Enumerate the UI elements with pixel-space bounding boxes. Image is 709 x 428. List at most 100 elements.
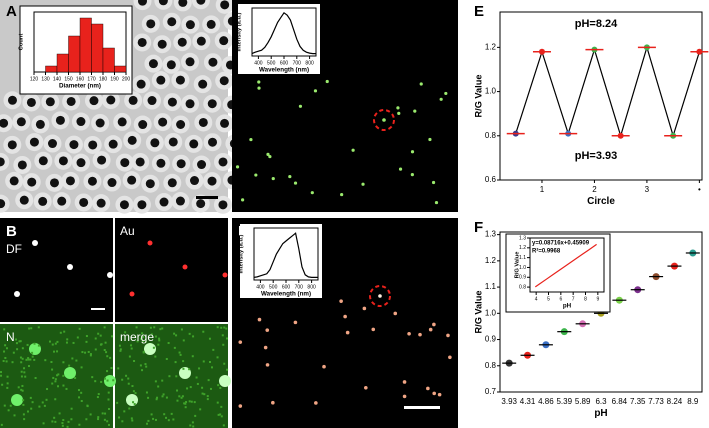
noise <box>226 368 229 371</box>
tem-core <box>97 155 107 165</box>
tem-core <box>138 120 148 130</box>
noise <box>78 327 81 330</box>
x-tick-label: 140 <box>53 76 62 82</box>
channel-label: N <box>6 330 15 344</box>
line <box>253 232 318 278</box>
noise <box>203 393 206 396</box>
noise <box>33 342 36 345</box>
noise <box>182 360 185 363</box>
noise <box>109 356 112 359</box>
noise <box>106 420 109 423</box>
red-dot <box>364 385 368 390</box>
noise <box>24 375 27 378</box>
noise <box>145 391 148 394</box>
panel-label: B <box>6 223 17 240</box>
noise <box>57 373 60 376</box>
noise <box>167 419 170 422</box>
annotation: pH=8.24 <box>575 18 618 30</box>
red-dot <box>362 306 367 311</box>
noise <box>158 339 161 342</box>
noise <box>150 413 153 416</box>
noise <box>189 386 192 389</box>
noise <box>209 387 212 390</box>
x-tick-label: 7.73 <box>648 397 664 406</box>
tem-core <box>106 95 116 105</box>
tem-core <box>107 178 117 188</box>
n-dot <box>64 367 76 379</box>
noise <box>103 326 106 329</box>
noise <box>31 355 34 358</box>
noise <box>212 348 215 351</box>
tem-core <box>206 19 216 29</box>
noise <box>3 328 6 331</box>
noise <box>106 379 109 382</box>
tem-core <box>175 75 185 85</box>
noise <box>176 399 179 402</box>
tem-core <box>167 17 177 27</box>
noise <box>222 343 225 346</box>
noise <box>20 388 23 391</box>
noise <box>22 413 25 416</box>
noise <box>84 351 87 354</box>
noise <box>9 404 12 407</box>
green-dot <box>410 173 414 177</box>
x-tick-label: 2 <box>592 185 597 194</box>
tem-core <box>137 200 147 210</box>
tem-core <box>89 96 99 106</box>
highlight-circle <box>373 109 395 131</box>
bar <box>45 65 58 73</box>
noise <box>172 418 175 421</box>
noise <box>223 326 226 329</box>
tem-core <box>156 158 166 168</box>
x-tick-label: 3.93 <box>501 397 517 406</box>
noise <box>219 413 222 416</box>
df-image <box>0 218 113 322</box>
noise <box>141 369 144 372</box>
tem-core <box>108 139 118 149</box>
noise <box>104 412 107 415</box>
green-dot <box>419 82 423 86</box>
green-dot <box>351 148 355 152</box>
tem-core <box>150 138 160 148</box>
x-tick-label: 6.3 <box>595 397 607 406</box>
noise <box>131 385 134 388</box>
noise <box>136 340 139 343</box>
scale-bar <box>404 406 440 409</box>
noise <box>38 405 41 408</box>
noise <box>20 361 23 364</box>
x-tick-label: 600 <box>280 60 289 66</box>
noise <box>99 334 102 337</box>
noise <box>67 420 70 423</box>
x-tick-label: 5.39 <box>556 397 572 406</box>
x-axis-label: Circle <box>587 196 615 207</box>
tem-core <box>7 95 17 105</box>
y-axis-label: Count <box>19 34 25 51</box>
tem-core <box>7 140 17 150</box>
red-dot <box>293 320 298 325</box>
noise <box>195 376 198 379</box>
noise <box>198 367 201 370</box>
noise <box>132 390 135 393</box>
green-dot <box>410 150 415 154</box>
x-tick-label: • <box>698 185 701 194</box>
red-dot <box>393 311 398 316</box>
noise <box>206 398 209 401</box>
tem-particles <box>0 0 244 214</box>
noise <box>31 401 34 404</box>
green-dot <box>249 137 253 142</box>
noise <box>105 351 108 354</box>
noise <box>51 368 54 371</box>
green-dot <box>254 173 258 177</box>
x-axis-label: pH <box>563 303 572 310</box>
tem-core <box>167 178 177 188</box>
noise <box>191 421 194 424</box>
au-image <box>115 218 228 322</box>
noise <box>66 425 69 428</box>
noise <box>33 358 36 361</box>
noise <box>78 423 81 426</box>
noise <box>157 385 160 388</box>
noise <box>56 374 59 377</box>
tem-core <box>185 57 195 67</box>
noise <box>101 412 104 415</box>
noise <box>44 359 47 362</box>
